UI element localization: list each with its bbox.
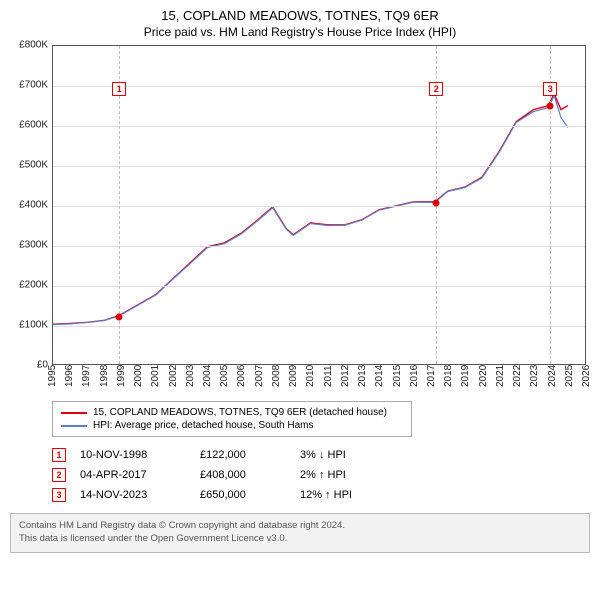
- x-tick-label: 2012: [340, 365, 351, 387]
- chart-area: £0£100K£200K£300K£400K£500K£600K£700K£80…: [10, 45, 590, 395]
- x-tick-label: 1999: [116, 365, 127, 387]
- y-tick-label: £700K: [19, 80, 48, 91]
- x-tick-label: 2022: [512, 365, 523, 387]
- marker-box: 3: [543, 82, 557, 96]
- x-tick-label: 2020: [478, 365, 489, 387]
- marker-box: 1: [112, 82, 126, 96]
- transaction-price: £650,000: [200, 489, 300, 501]
- line-layer: [53, 46, 585, 364]
- transaction-marker: 3: [52, 488, 66, 502]
- y-axis: £0£100K£200K£300K£400K£500K£600K£700K£80…: [10, 45, 52, 365]
- y-tick-label: £500K: [19, 160, 48, 171]
- x-axis: 1995199619971998199920002001200220032004…: [52, 365, 586, 395]
- x-tick-label: 2014: [374, 365, 385, 387]
- y-tick-label: £400K: [19, 200, 48, 211]
- transaction-date: 04-APR-2017: [80, 469, 200, 481]
- transaction-row: 3 14-NOV-2023£650,00012% ↑ HPI: [52, 485, 590, 505]
- legend-item: 15, COPLAND MEADOWS, TOTNES, TQ9 6ER (de…: [61, 406, 403, 419]
- chart-subtitle: Price paid vs. HM Land Registry's House …: [10, 25, 590, 39]
- x-tick-label: 2005: [219, 365, 230, 387]
- transaction-row: 1 10-NOV-1998£122,0003% ↓ HPI: [52, 445, 590, 465]
- marker-dot: [433, 199, 440, 206]
- legend-swatch: [61, 412, 87, 414]
- x-tick-label: 2010: [305, 365, 316, 387]
- legend: 15, COPLAND MEADOWS, TOTNES, TQ9 6ER (de…: [52, 401, 412, 437]
- legend-swatch: [61, 425, 87, 427]
- x-tick-label: 2016: [409, 365, 420, 387]
- attribution-footer: Contains HM Land Registry data © Crown c…: [10, 513, 590, 553]
- x-tick-label: 2024: [547, 365, 558, 387]
- transaction-marker: 2: [52, 468, 66, 482]
- transaction-change: 3% ↓ HPI: [300, 449, 400, 461]
- x-tick-label: 2000: [133, 365, 144, 387]
- marker-dot: [547, 103, 554, 110]
- x-tick-label: 2026: [581, 365, 592, 387]
- gridline-h: [53, 326, 585, 327]
- y-tick-label: £600K: [19, 120, 48, 131]
- gridline-h: [53, 286, 585, 287]
- x-tick-label: 2008: [271, 365, 282, 387]
- gridline-h: [53, 246, 585, 247]
- transaction-row: 2 04-APR-2017£408,0002% ↑ HPI: [52, 465, 590, 485]
- marker-box: 2: [429, 82, 443, 96]
- y-tick-label: £800K: [19, 40, 48, 51]
- x-tick-label: 2003: [185, 365, 196, 387]
- x-tick-label: 2001: [150, 365, 161, 387]
- legend-label: HPI: Average price, detached house, Sout…: [93, 420, 314, 431]
- gridline-h: [53, 86, 585, 87]
- transactions-table: 1 10-NOV-1998£122,0003% ↓ HPI 2 04-APR-2017…: [52, 445, 590, 505]
- gridline-h: [53, 206, 585, 207]
- legend-label: 15, COPLAND MEADOWS, TOTNES, TQ9 6ER (de…: [93, 407, 387, 418]
- transaction-change: 12% ↑ HPI: [300, 489, 400, 501]
- x-tick-label: 2002: [168, 365, 179, 387]
- x-tick-label: 2013: [357, 365, 368, 387]
- chart-container: 15, COPLAND MEADOWS, TOTNES, TQ9 6ER Pri…: [0, 0, 600, 563]
- transaction-change: 2% ↑ HPI: [300, 469, 400, 481]
- x-tick-label: 2006: [236, 365, 247, 387]
- y-tick-label: £200K: [19, 280, 48, 291]
- x-tick-label: 2009: [288, 365, 299, 387]
- x-tick-label: 1997: [81, 365, 92, 387]
- plot-area: 1 2 3: [52, 45, 586, 365]
- x-tick-label: 2007: [254, 365, 265, 387]
- footer-line: Contains HM Land Registry data © Crown c…: [19, 520, 581, 533]
- transaction-marker: 1: [52, 448, 66, 462]
- x-tick-label: 2023: [529, 365, 540, 387]
- gridline-h: [53, 126, 585, 127]
- x-tick-label: 2004: [202, 365, 213, 387]
- series-hpi: [53, 96, 568, 325]
- x-tick-label: 1998: [99, 365, 110, 387]
- x-tick-label: 2015: [392, 365, 403, 387]
- transaction-date: 10-NOV-1998: [80, 449, 200, 461]
- x-tick-label: 2021: [495, 365, 506, 387]
- transaction-price: £122,000: [200, 449, 300, 461]
- x-tick-label: 2025: [564, 365, 575, 387]
- x-tick-label: 1996: [64, 365, 75, 387]
- y-tick-label: £100K: [19, 320, 48, 331]
- chart-title: 15, COPLAND MEADOWS, TOTNES, TQ9 6ER: [10, 8, 590, 23]
- y-tick-label: £300K: [19, 240, 48, 251]
- x-tick-label: 1995: [47, 365, 58, 387]
- marker-dot: [116, 314, 123, 321]
- legend-item: HPI: Average price, detached house, Sout…: [61, 419, 403, 432]
- x-tick-label: 2017: [426, 365, 437, 387]
- x-tick-label: 2011: [323, 365, 334, 387]
- gridline-h: [53, 166, 585, 167]
- footer-line: This data is licensed under the Open Gov…: [19, 533, 581, 546]
- transaction-price: £408,000: [200, 469, 300, 481]
- transaction-date: 14-NOV-2023: [80, 489, 200, 501]
- series-property: [53, 94, 568, 325]
- x-tick-label: 2019: [460, 365, 471, 387]
- x-tick-label: 2018: [443, 365, 454, 387]
